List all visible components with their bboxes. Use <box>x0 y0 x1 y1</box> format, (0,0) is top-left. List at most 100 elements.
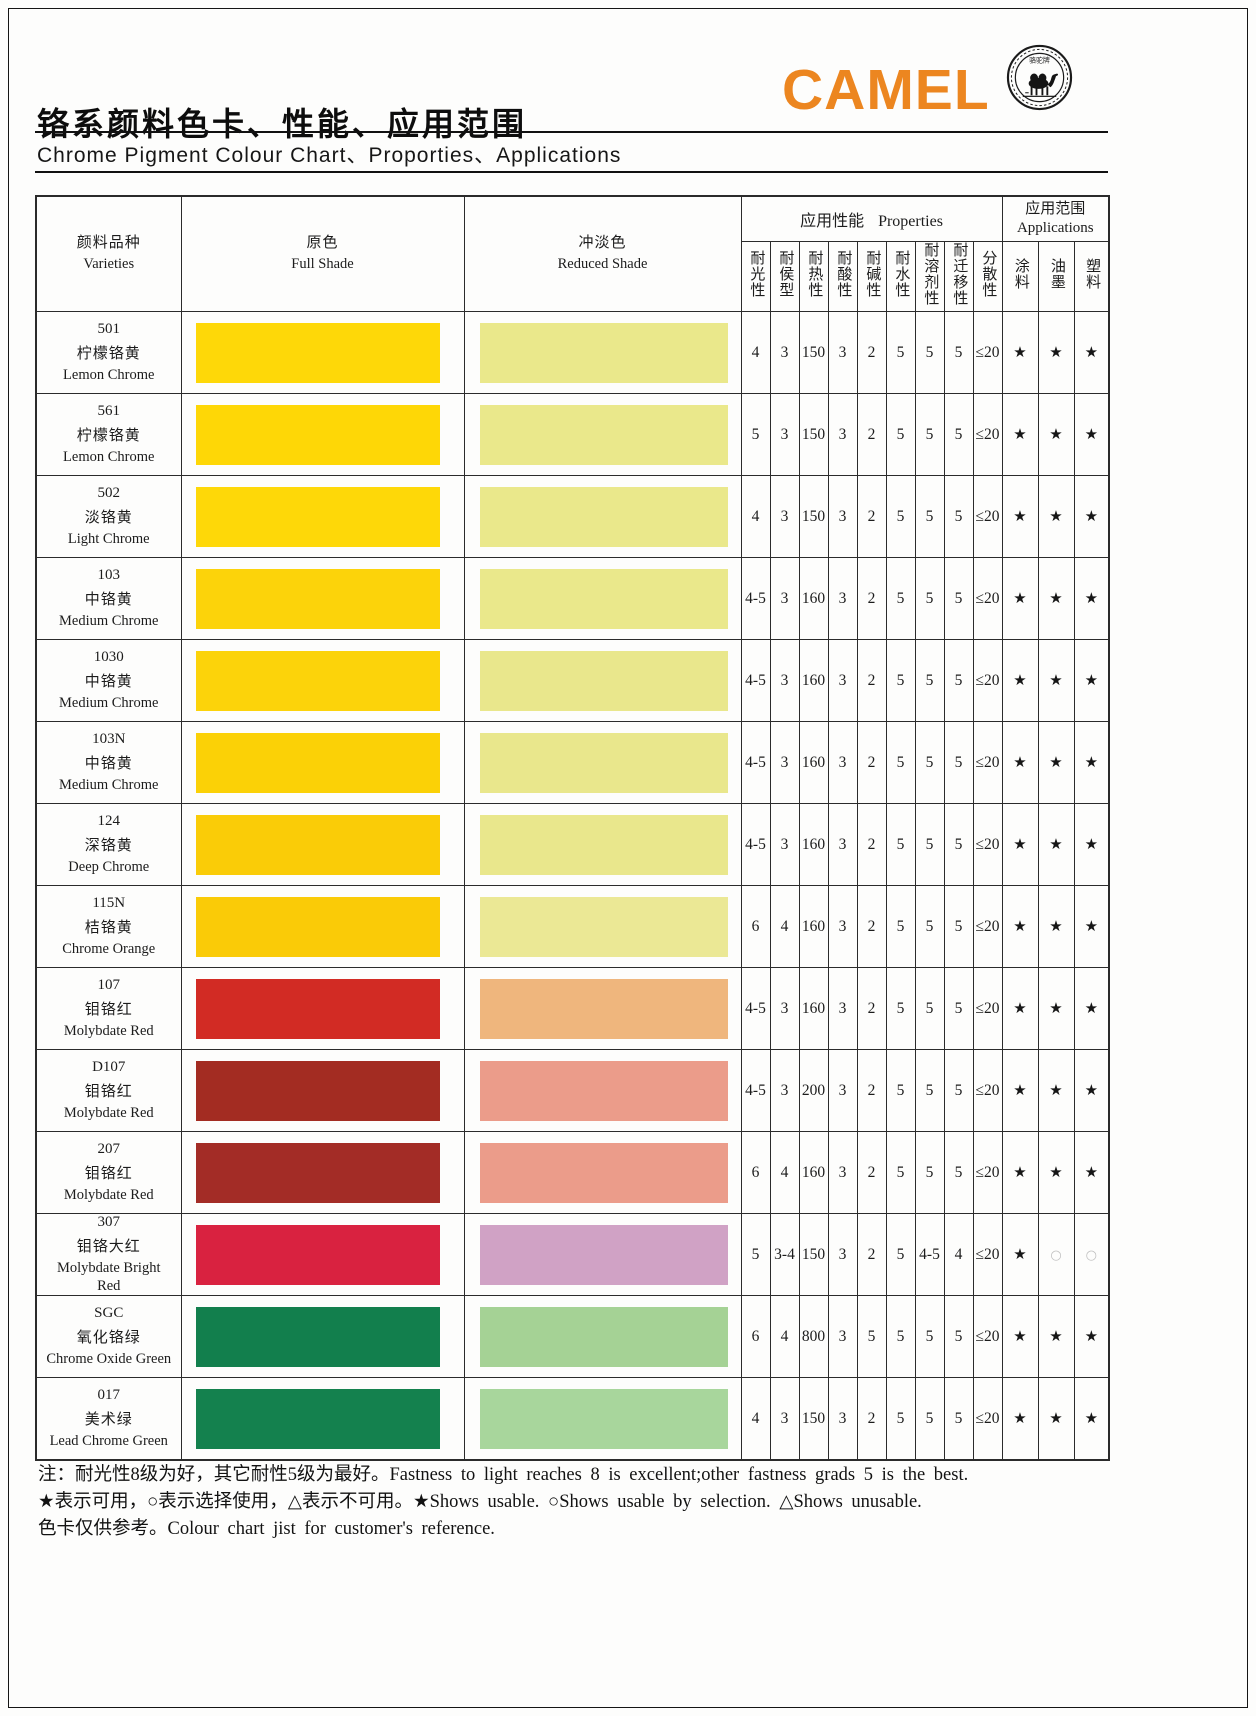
full-shade-swatch <box>195 896 440 957</box>
full-shade-cell <box>180 639 465 722</box>
property-value-cell: 160 <box>798 639 829 722</box>
full-shade-cell <box>180 1131 465 1214</box>
usable-star-icon: ★ <box>1013 1163 1027 1181</box>
property-value-cell: 5 <box>943 311 974 394</box>
full-shade-cell <box>180 1049 465 1132</box>
table-row: D107 钼铬红 Molybdate Red 4-5 3 200 3 2 5 5 5 ≤20 ★ ★ ★ <box>35 1049 1110 1132</box>
usable-star-icon: ★ <box>1084 1327 1099 1346</box>
variety-code: 501 <box>97 320 121 337</box>
property-value-cell: 3 <box>827 1377 858 1461</box>
varieties-label-en: Varieties <box>83 256 135 273</box>
property-value-cell: ≤20 <box>972 475 1003 558</box>
application-cell: ★ <box>1001 639 1039 722</box>
variety-name-en: Medium Chrome <box>59 612 159 629</box>
property-value-cell: 5 <box>885 1377 916 1461</box>
property-value-cell: 5 <box>914 803 945 886</box>
table-row: 124 深铬黄 Deep Chrome 4-5 3 160 3 2 5 5 5 ≤20 ★ ★ ★ <box>35 803 1110 886</box>
property-col-label: 耐溶剂性 <box>922 242 939 306</box>
application-cell: ★ <box>1073 557 1110 640</box>
application-cell: ★ <box>1073 1131 1110 1214</box>
property-value-cell: 150 <box>798 1212 829 1297</box>
property-col-label: 耐光性 <box>748 250 765 298</box>
usable-by-selection-icon: ○ <box>1050 1247 1062 1263</box>
variety-cell: 103 中铬黄 Medium Chrome <box>35 557 182 640</box>
variety-cell: 107 钼铬红 Molybdate Red <box>35 967 182 1050</box>
property-value-cell: 2 <box>856 475 887 558</box>
application-cell: ★ <box>1001 1049 1039 1132</box>
variety-code: 103N <box>92 730 126 747</box>
page-border <box>8 8 1248 1708</box>
usable-star-icon: ★ <box>1049 343 1063 361</box>
table-row: 1030 中铬黄 Medium Chrome 4-5 3 160 3 2 5 5 5 ≤20 ★ ★ ★ <box>35 639 1110 722</box>
application-cell: ★ <box>1037 1295 1075 1379</box>
page-subtitle: Chrome Pigment Colour Chart、Proporties、A… <box>37 144 622 167</box>
variety-cell: SGC 氧化铬绿 Chrome Oxide Green <box>35 1295 182 1379</box>
property-value-cell: 5 <box>740 393 771 476</box>
usable-star-icon: ★ <box>1013 1245 1027 1264</box>
property-value-cell: ≤20 <box>972 885 1003 968</box>
variety-name-zh: 钼铬红 <box>84 1001 133 1018</box>
footnote-line: 色卡仅供参考。Colour chart jist for customer's … <box>38 1519 495 1539</box>
property-col-label: 耐热性 <box>806 250 823 298</box>
property-value-cell: 4-5 <box>740 639 771 722</box>
property-value-cell: 3 <box>827 803 858 886</box>
property-value-cell: 3 <box>769 721 800 804</box>
pigment-rows: 501 柠檬铬黄 Lemon Chrome 4 3 150 3 2 5 5 5 ≤20 ★ ★ ★ 561 柠檬… <box>35 311 1110 1461</box>
property-col-header: 耐溶剂性 <box>914 241 945 312</box>
property-value-cell: ≤20 <box>972 311 1003 394</box>
usable-star-icon: ★ <box>1049 753 1063 771</box>
property-value-cell: 2 <box>856 557 887 640</box>
property-value-cell: ≤20 <box>972 1212 1003 1297</box>
usable-star-icon: ★ <box>1013 835 1027 853</box>
property-value-cell: 5 <box>885 393 916 476</box>
property-value-cell: 5 <box>885 475 916 558</box>
properties-group-header: 应用性能 Properties <box>740 195 1003 242</box>
varieties-col-header: 颜料品种 Varieties <box>35 195 182 312</box>
property-value-cell: 5 <box>914 311 945 394</box>
variety-name-zh: 钼铬红 <box>84 1165 133 1182</box>
application-cell: ○ <box>1037 1212 1075 1297</box>
variety-cell: 501 柠檬铬黄 Lemon Chrome <box>35 311 182 394</box>
property-value-cell: 4-5 <box>914 1212 945 1297</box>
full-shade-col-header: 原色 Full Shade <box>180 195 465 312</box>
property-value-cell: 5 <box>943 721 974 804</box>
property-col-header: 耐热性 <box>798 241 829 312</box>
property-value-cell: 5 <box>943 393 974 476</box>
property-value-cell: 5 <box>885 885 916 968</box>
full-shade-cell <box>180 803 465 886</box>
usable-star-icon: ★ <box>1013 753 1027 771</box>
property-value-cell: 3 <box>827 1131 858 1214</box>
reduced-shade-swatch <box>479 486 728 547</box>
reduced-shade-cell <box>463 475 742 558</box>
table-row: 115N 桔铬黄 Chrome Orange 6 4 160 3 2 5 5 5 ≤20 ★ ★ ★ <box>35 885 1110 968</box>
variety-name-en: Lead Chrome Green <box>49 1433 168 1450</box>
applications-group-zh: 应用范围 <box>1025 200 1086 217</box>
property-value-cell: 2 <box>856 1049 887 1132</box>
full-shade-cell <box>180 721 465 804</box>
property-value-cell: 4 <box>943 1212 974 1297</box>
camel-silhouette-icon <box>1022 73 1058 97</box>
variety-cell: 1030 中铬黄 Medium Chrome <box>35 639 182 722</box>
property-value-cell: 2 <box>856 721 887 804</box>
usable-star-icon: ★ <box>1049 917 1063 935</box>
variety-code: 107 <box>97 976 121 993</box>
application-cell: ★ <box>1037 475 1075 558</box>
usable-star-icon: ★ <box>1084 917 1099 935</box>
variety-name-en: Chrome Orange <box>62 940 156 957</box>
usable-star-icon: ★ <box>1013 343 1027 361</box>
variety-name-zh: 钼铬大红 <box>76 1239 141 1255</box>
property-value-cell: 160 <box>798 1131 829 1214</box>
property-value-cell: 200 <box>798 1049 829 1132</box>
property-value-cell: ≤20 <box>972 1295 1003 1379</box>
full-shade-label-en: Full Shade <box>291 256 354 273</box>
property-value-cell: 3 <box>769 1377 800 1461</box>
property-value-cell: 3 <box>769 803 800 886</box>
full-shade-label-zh: 原色 <box>306 234 339 251</box>
variety-name-en: Chrome Oxide Green <box>46 1351 172 1368</box>
full-shade-cell <box>180 885 465 968</box>
usable-star-icon: ★ <box>1049 671 1063 689</box>
usable-star-icon: ★ <box>1084 1163 1099 1181</box>
variety-name-zh: 钼铬红 <box>84 1083 133 1100</box>
full-shade-swatch <box>195 732 440 793</box>
property-value-cell: 3 <box>769 557 800 640</box>
